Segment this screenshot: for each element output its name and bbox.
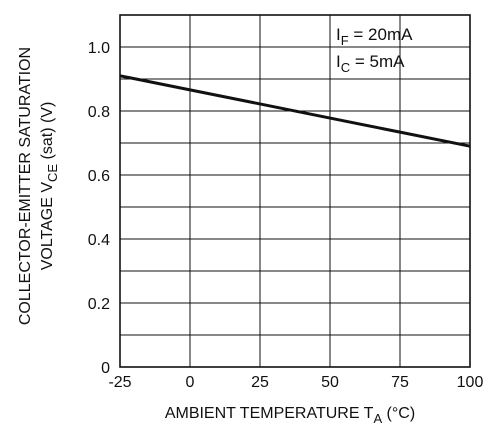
y-axis-label-line1: COLLECTOR-EMITTER SATURATION bbox=[17, 47, 34, 325]
grid bbox=[120, 15, 470, 367]
y-tick-label: 0 bbox=[101, 360, 110, 377]
series-line bbox=[119, 74, 471, 148]
conditions-annotation: IF = 20mA IC = 5mA bbox=[336, 25, 413, 75]
series-group bbox=[119, 74, 471, 148]
plot-frame bbox=[119, 14, 471, 368]
y-tick-labels: 0 0.2 0.4 0.6 0.8 1.0 bbox=[88, 40, 110, 377]
y-tick-label: 1.0 bbox=[88, 40, 110, 57]
x-tick-label: 75 bbox=[391, 374, 409, 391]
y-tick-label: 0.6 bbox=[88, 168, 110, 185]
y-tick-label: 0.4 bbox=[88, 232, 110, 249]
x-tick-label: 100 bbox=[457, 374, 484, 391]
y-tick-label: 0.8 bbox=[88, 104, 110, 121]
x-tick-labels: -25 0 25 50 75 100 bbox=[108, 374, 483, 391]
condition-ic: IC = 5mA bbox=[336, 52, 405, 75]
y-axis-label: COLLECTOR-EMITTER SATURATION VOLTAGE VCE… bbox=[17, 47, 60, 325]
x-tick-label: 25 bbox=[251, 374, 269, 391]
x-tick-label: 0 bbox=[186, 374, 195, 391]
x-tick-label: 50 bbox=[321, 374, 339, 391]
x-tick-label: -25 bbox=[108, 374, 131, 391]
condition-if: IF = 20mA bbox=[336, 25, 413, 48]
y-tick-label: 0.2 bbox=[88, 296, 110, 313]
y-axis-label-line2: VOLTAGE VCE (sat) (V) bbox=[39, 102, 60, 271]
x-axis-label: AMBIENT TEMPERATURE TA (°C) bbox=[165, 405, 415, 426]
